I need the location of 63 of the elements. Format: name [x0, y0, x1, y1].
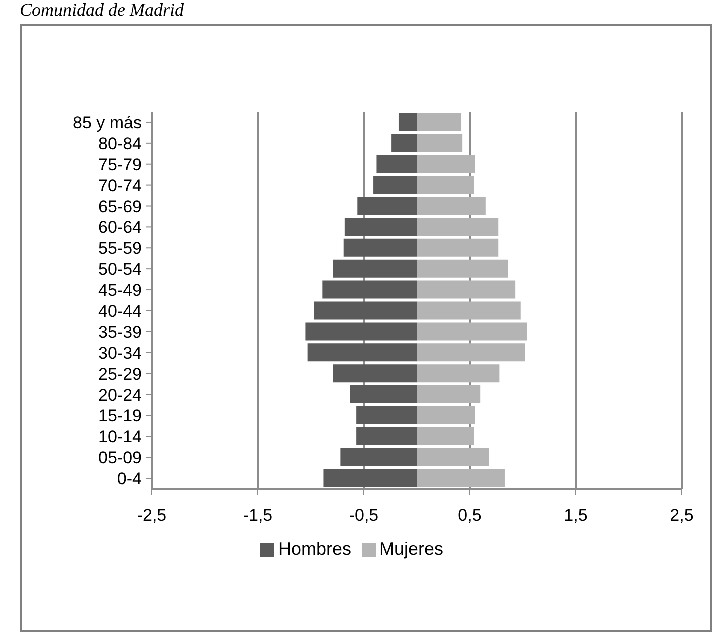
- bar: [314, 302, 417, 320]
- bar: [392, 134, 417, 152]
- bar: [417, 448, 490, 466]
- bar: [417, 218, 499, 236]
- y-tick-label: 50-54: [98, 260, 142, 280]
- bar: [417, 386, 481, 404]
- x-tick-label: 1,5: [564, 506, 588, 526]
- bar: [417, 260, 508, 278]
- chart-title: Comunidad de Madrid: [20, 0, 184, 21]
- bar: [350, 386, 417, 404]
- bar: [333, 260, 417, 278]
- y-tick-label: 40-44: [98, 302, 142, 322]
- bar: [374, 176, 417, 194]
- y-tick-label: 65-69: [98, 197, 142, 216]
- bar: [417, 238, 499, 257]
- bar: [417, 302, 521, 320]
- y-tick-label: 0-4: [117, 470, 142, 489]
- bar: [417, 322, 528, 341]
- legend-label: Hombres: [278, 539, 352, 559]
- y-tick-label: 60-64: [98, 218, 142, 238]
- y-tick-label: 85 y más: [73, 114, 142, 133]
- y-tick-label: 05-09: [98, 448, 142, 468]
- x-tick-label: -2,5: [137, 506, 167, 526]
- bar: [417, 280, 516, 299]
- bar: [417, 176, 474, 194]
- bar: [333, 364, 417, 383]
- y-tick-label: 30-34: [98, 344, 142, 363]
- x-tick-label: -1,5: [243, 506, 273, 526]
- y-tick-label: 35-39: [98, 322, 142, 342]
- bar: [340, 448, 417, 466]
- bar: [417, 469, 505, 488]
- y-tick-label: 55-59: [98, 239, 142, 258]
- x-tick-label: -0,5: [349, 506, 379, 526]
- x-tick-label: 2,5: [670, 506, 694, 526]
- bar: [417, 427, 474, 446]
- y-tick-label: 75-79: [98, 155, 142, 174]
- bar: [417, 406, 476, 424]
- y-tick-label: 80-84: [98, 134, 142, 154]
- y-tick-label: 20-24: [98, 386, 142, 405]
- bar: [324, 469, 417, 488]
- bar: [417, 113, 462, 132]
- legend-label: Mujeres: [380, 539, 444, 559]
- bar: [322, 280, 417, 299]
- y-tick-label: 15-19: [98, 406, 142, 426]
- bar: [417, 197, 486, 216]
- bar: [376, 155, 417, 174]
- bar: [398, 113, 417, 132]
- bar: [308, 344, 417, 362]
- bar: [356, 406, 417, 424]
- y-tick-label: 10-14: [98, 428, 142, 447]
- bar: [417, 134, 463, 152]
- bar: [417, 364, 500, 383]
- bar: [356, 427, 417, 446]
- y-tick-label: 25-29: [98, 364, 142, 384]
- bar: [344, 238, 417, 257]
- bar: [417, 155, 476, 174]
- bar: [417, 344, 526, 362]
- y-tick-label: 70-74: [98, 176, 142, 196]
- bar: [358, 197, 417, 216]
- bar: [344, 218, 417, 236]
- y-tick-label: 45-49: [98, 281, 142, 300]
- bar: [306, 322, 417, 341]
- x-tick-label: 0,5: [458, 506, 482, 526]
